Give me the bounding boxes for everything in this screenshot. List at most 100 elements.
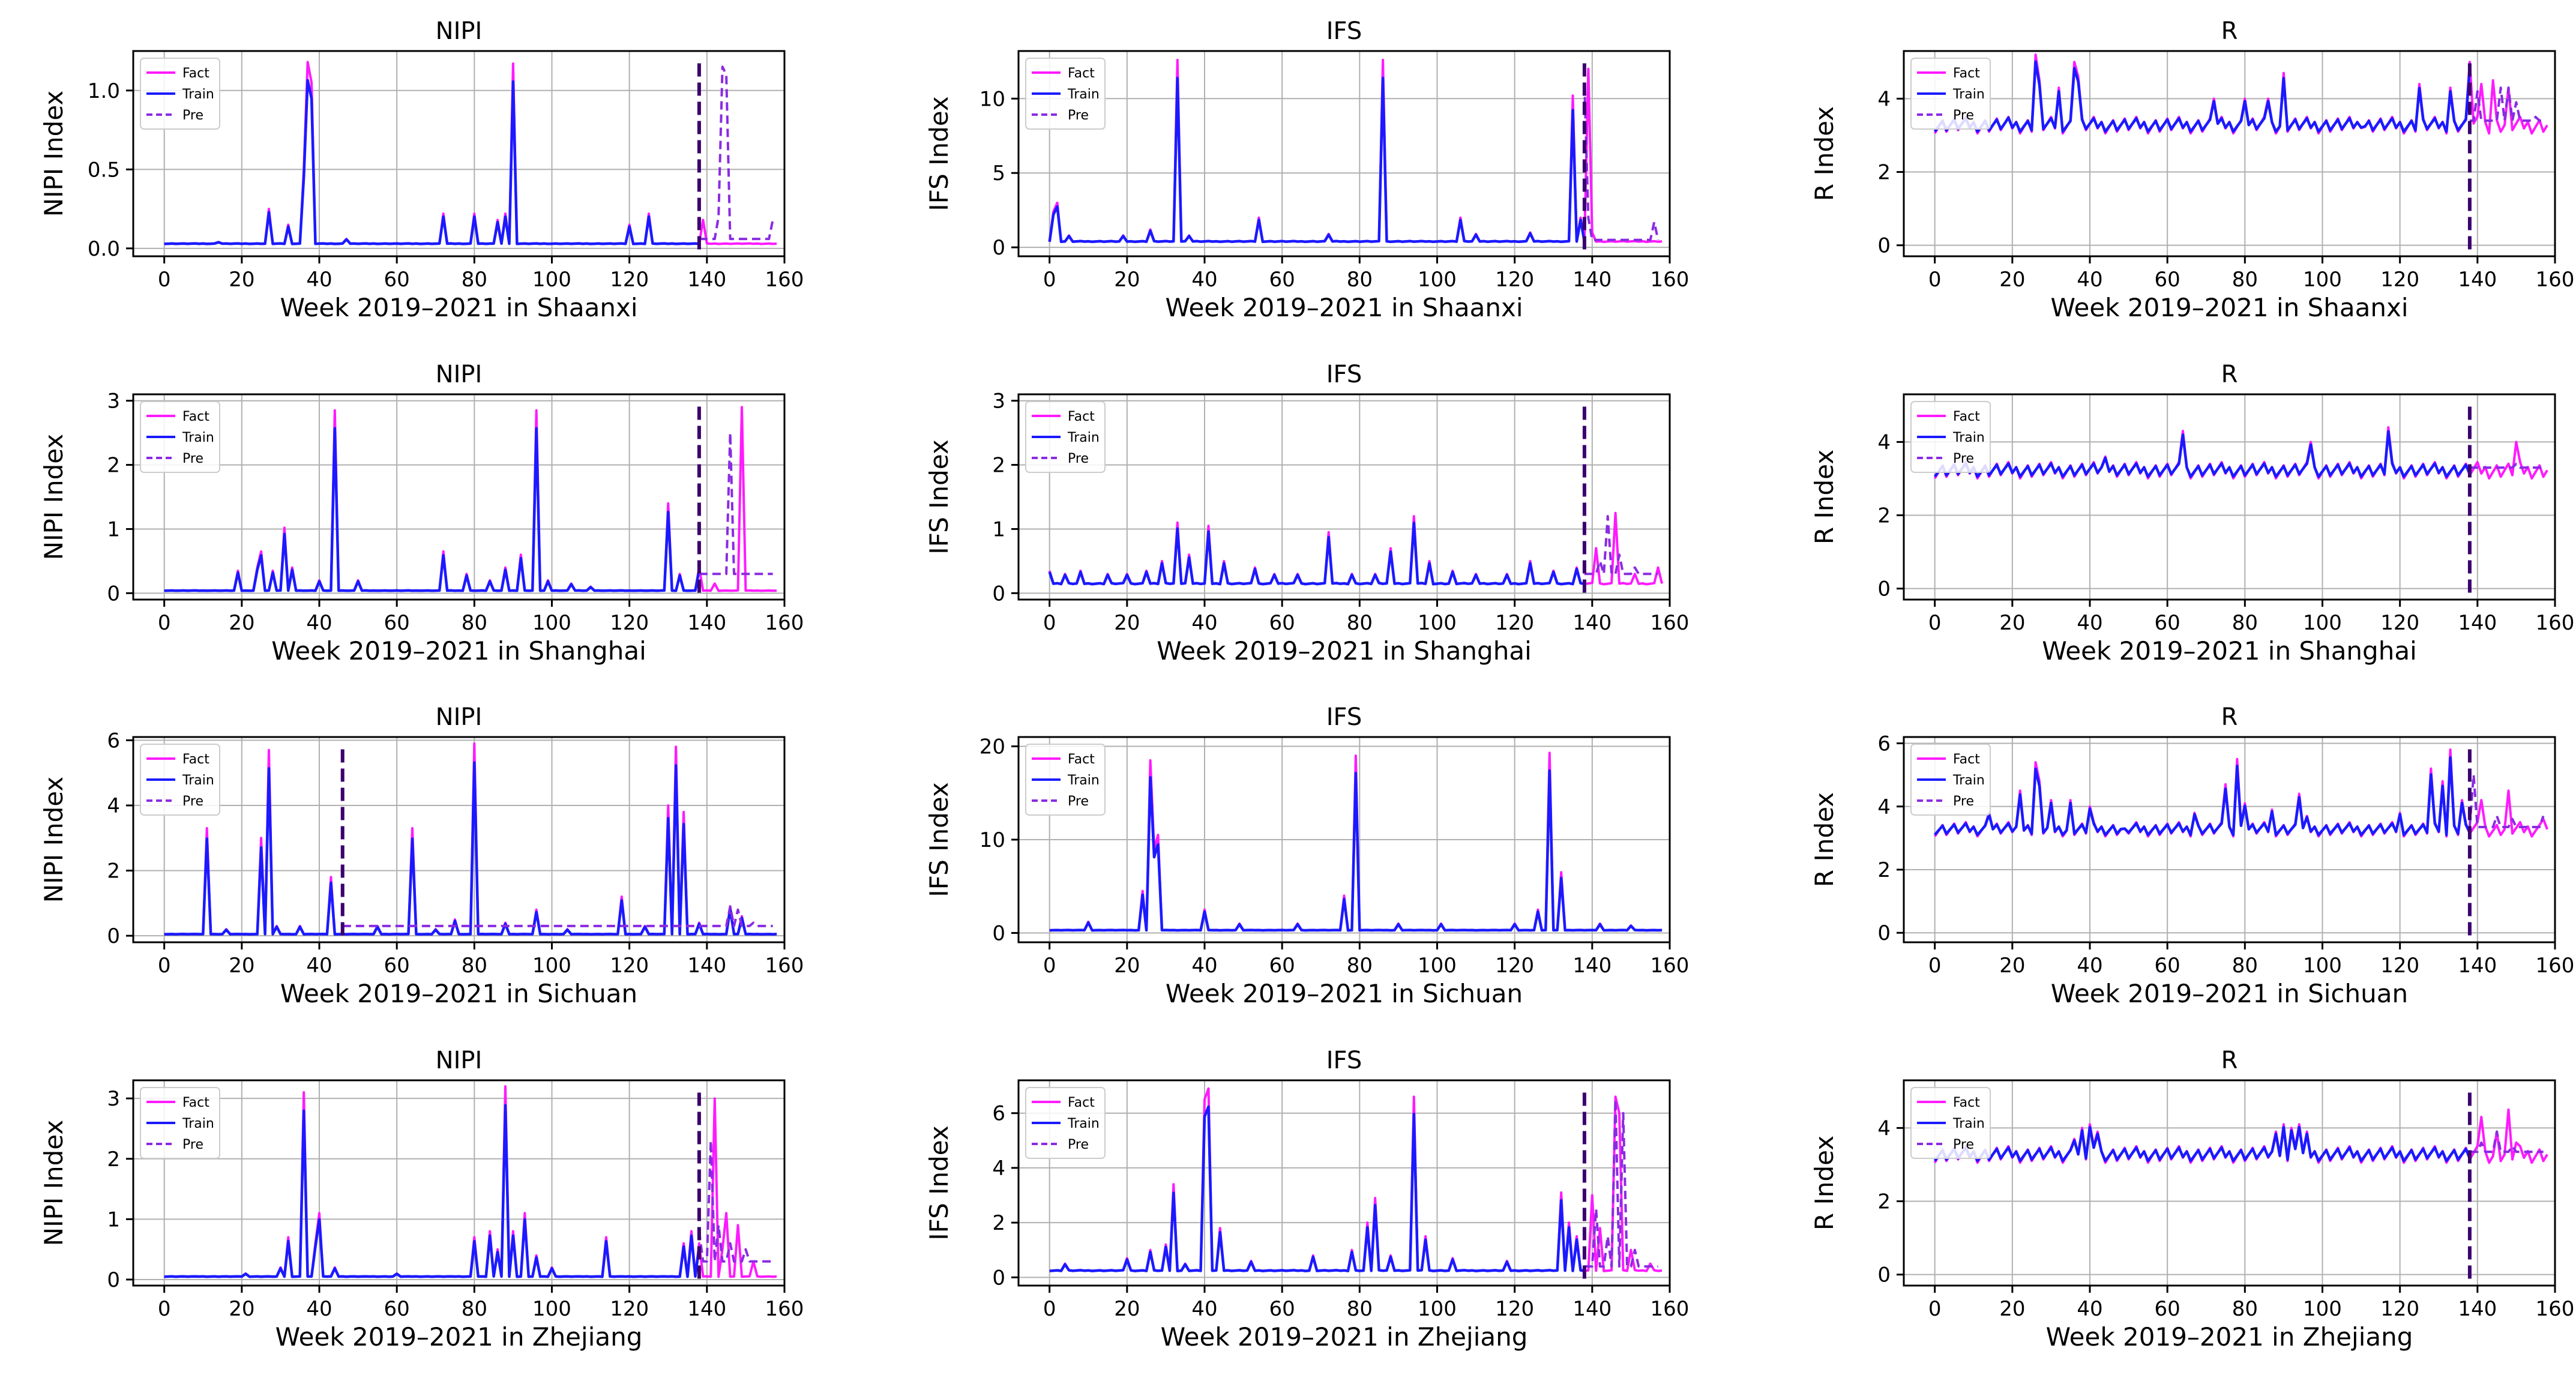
legend-box [140,401,220,473]
x-tick-label: 160 [1651,268,1690,292]
x-tick-label: 100 [2303,1297,2342,1321]
chart-title: IFS [1326,361,1362,388]
x-tick-label: 0 [1043,954,1056,978]
legend-label: Train [182,430,214,445]
x-tick-label: 40 [2077,611,2102,635]
axes-frame [1017,393,1671,601]
x-tick-label: 40 [306,611,332,635]
y-tick-label: 0 [992,582,1005,606]
x-tick-label: 20 [229,611,254,635]
x-tick-label: 160 [2536,268,2575,292]
pre-series-line [1584,515,1658,576]
x-tick-label: 160 [765,268,804,292]
legend-box [1910,1087,1991,1159]
y-tick-label: 4 [1877,795,1891,819]
train-series-line [1933,60,2472,133]
y-axis-label: NIPI Index [39,1120,68,1247]
x-tick-label: 60 [2155,268,2180,292]
y-tick-label: 6 [992,1102,1005,1126]
x-tick-label: 60 [2155,1297,2180,1321]
legend-label: Fact [182,1095,209,1110]
x-tick-label: 160 [2536,1297,2575,1321]
y-tick-label: 0.5 [88,158,120,182]
x-tick-label: 0 [1043,268,1056,292]
train-series-line [1933,756,2471,837]
y-axis-label: IFS Index [924,1125,954,1240]
y-tick-label: 10 [980,87,1005,111]
legend-box [1910,58,1991,130]
legend-label: Train [1952,1116,1985,1131]
x-axis-label: Week 2019–2021 in Sichuan [2051,979,2408,1008]
x-tick-label: 120 [1495,1297,1534,1321]
legend-label: Pre [1953,108,1974,123]
x-tick-label: 100 [1418,1297,1457,1321]
x-tick-label: 100 [1418,611,1457,635]
x-tick-label: 40 [306,268,332,292]
x-tick-label: 60 [1269,611,1295,635]
chart-panel: 0 20 40 60 80 100 120 140 160 0 2 4 R Week 2019–2021 … [1810,17,2574,322]
x-tick-label: 0 [158,268,171,292]
x-axis-label: Week 2019–2021 in Shanghai [2042,636,2417,666]
legend-label: Train [1952,430,1985,445]
legend-label: Pre [1068,1137,1089,1152]
chart-title: IFS [1326,17,1362,45]
fact-series-line [1048,511,1664,586]
fact-series-line [164,61,777,245]
legend-box [1910,744,1991,816]
chart-title: NIPI [436,361,483,388]
y-axis-label: R Index [1810,450,1839,544]
x-tick-label: 0 [1928,954,1942,978]
x-tick-label: 20 [229,954,254,978]
legend-label: Pre [182,108,203,123]
y-tick-label: 2 [992,1211,1005,1235]
x-axis-label: Week 2019–2021 in Zhejiang [2046,1322,2413,1352]
legend-label: Fact [1068,752,1095,767]
legend-label: Pre [1068,451,1089,466]
axes-frame [1903,1079,2556,1287]
x-tick-label: 80 [2232,268,2258,292]
legend-label: Pre [182,794,203,809]
y-tick-label: 0 [107,582,120,606]
x-axis-label: Week 2019–2021 in Sichuan [1166,979,1523,1008]
legend-label: Pre [182,451,203,466]
pre-series-line [699,65,774,241]
x-tick-label: 20 [1114,611,1140,635]
chart-panel: 0 20 40 60 80 100 120 140 160 0 2 4 R Week 2019–2021 … [1810,1047,2574,1352]
x-tick-label: 100 [2303,611,2342,635]
x-tick-label: 40 [2077,954,2102,978]
x-tick-label: 100 [2303,268,2342,292]
chart-panel: 0 20 40 60 80 100 120 140 160 0 1 2 3 NIPI Week 2019–2… [39,1047,804,1352]
legend-label: Train [1067,773,1100,788]
y-tick-label: 1.0 [88,79,120,103]
pre-series-line [1583,83,1660,241]
x-tick-label: 100 [1418,268,1457,292]
y-tick-label: 0 [992,1266,1005,1290]
train-series-line [1049,769,1663,932]
y-axis-label: R Index [1810,792,1839,887]
legend-label: Fact [1068,409,1095,424]
x-tick-label: 20 [1114,954,1140,978]
train-series-line [1933,430,2471,478]
x-tick-label: 160 [2536,611,2575,635]
legend-label: Fact [1953,752,1980,767]
y-tick-label: 2 [1877,858,1891,882]
y-axis-label: NIPI Index [39,434,68,561]
x-tick-label: 100 [532,611,571,635]
chart-panel: 0 20 40 60 80 100 120 140 160 0 2 4 6 NIPI Week 2019–2… [39,703,804,1008]
chart-panel: 0 20 40 60 80 100 120 140 160 0 2 4 6 R Week 2019–2021… [1810,703,2574,1008]
x-tick-label: 40 [2077,268,2102,292]
train-series-line [1049,1105,1585,1272]
x-tick-label: 80 [1347,954,1373,978]
y-tick-label: 0 [1877,577,1891,601]
x-tick-label: 160 [1651,954,1690,978]
legend-label: Fact [1068,66,1095,81]
train-series-line [164,1104,701,1278]
x-tick-label: 0 [1043,611,1056,635]
x-tick-label: 80 [1347,611,1373,635]
y-tick-label: 4 [1877,1116,1891,1140]
chart-panel: 0 20 40 60 80 100 120 140 160 0 1 2 3 IFS Week 2019–20… [924,361,1689,666]
legend-box [1025,744,1106,816]
train-series-line [164,427,701,592]
legend-label: Pre [1068,108,1089,123]
